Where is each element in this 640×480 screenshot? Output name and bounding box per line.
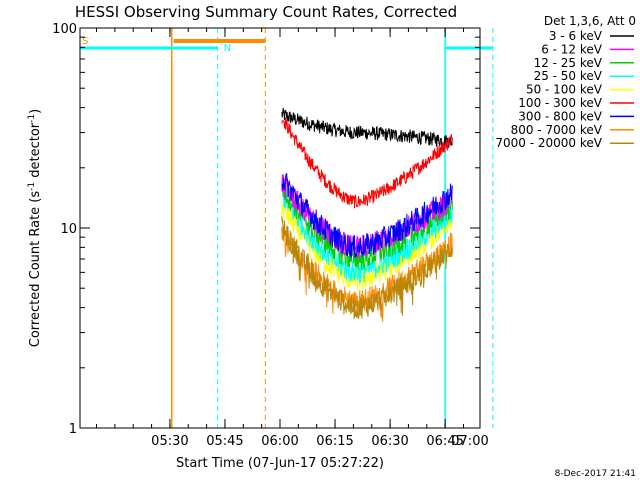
- y-axis-label-exponent: -1: [27, 114, 37, 123]
- legend-entry-label: 7000 - 20000 keV: [495, 136, 602, 150]
- legend-entry-label: 300 - 800 keV: [518, 109, 602, 123]
- x-tick-label: 06:00: [261, 434, 298, 449]
- x-tick-label: 05:30: [151, 434, 188, 449]
- y-axis-label-exponent: -1: [27, 182, 37, 191]
- series-line: [281, 173, 453, 258]
- footer-timestamp: 8-Dec-2017 21:41: [555, 469, 636, 479]
- x-tick-label: 05:45: [206, 434, 243, 449]
- y-tick-label: 1: [69, 422, 77, 437]
- x-tick-label: 06:45: [426, 434, 463, 449]
- legend-entry-label: 50 - 100 keV: [526, 83, 603, 97]
- legend-entry-label: 25 - 50 keV: [534, 69, 603, 83]
- legend-entry-label: 800 - 7000 keV: [511, 123, 603, 137]
- series-line: [281, 216, 453, 320]
- y-tick-label: 10: [60, 222, 77, 237]
- y-axis-label-part: detector: [28, 122, 43, 182]
- y-tick-label: 100: [52, 22, 77, 37]
- series-layer: [281, 107, 453, 322]
- legend-entry-label: 100 - 300 keV: [518, 96, 602, 110]
- legend-title: Det 1,3,6, Att 0: [544, 14, 636, 28]
- x-tick-label: 07:00: [451, 434, 488, 449]
- x-axis-label: Start Time (07-Jun-17 05:27:22): [176, 456, 384, 471]
- series-line: [281, 200, 453, 292]
- y-axis-ticks: 1 10 100: [52, 22, 480, 437]
- y-axis-label-part: ): [28, 109, 43, 114]
- x-tick-label: 06:15: [316, 434, 353, 449]
- series-line: [281, 107, 453, 149]
- series-line: [281, 117, 453, 209]
- y-axis-label-part: Corrected Count Rate (s: [28, 191, 43, 348]
- chart-title: HESSI Observing Summary Count Rates, Cor…: [75, 3, 457, 21]
- night-flag-label: N: [224, 43, 231, 54]
- saa-flag-label: S: [82, 36, 88, 47]
- legend-entry-label: 3 - 6 keV: [549, 29, 603, 43]
- x-tick-label: 06:30: [371, 434, 408, 449]
- legend-entry-label: 12 - 25 keV: [534, 56, 603, 70]
- legend-entry-label: 6 - 12 keV: [541, 42, 603, 56]
- y-axis-label: Corrected Count Rate (s-1 detector-1): [27, 109, 43, 347]
